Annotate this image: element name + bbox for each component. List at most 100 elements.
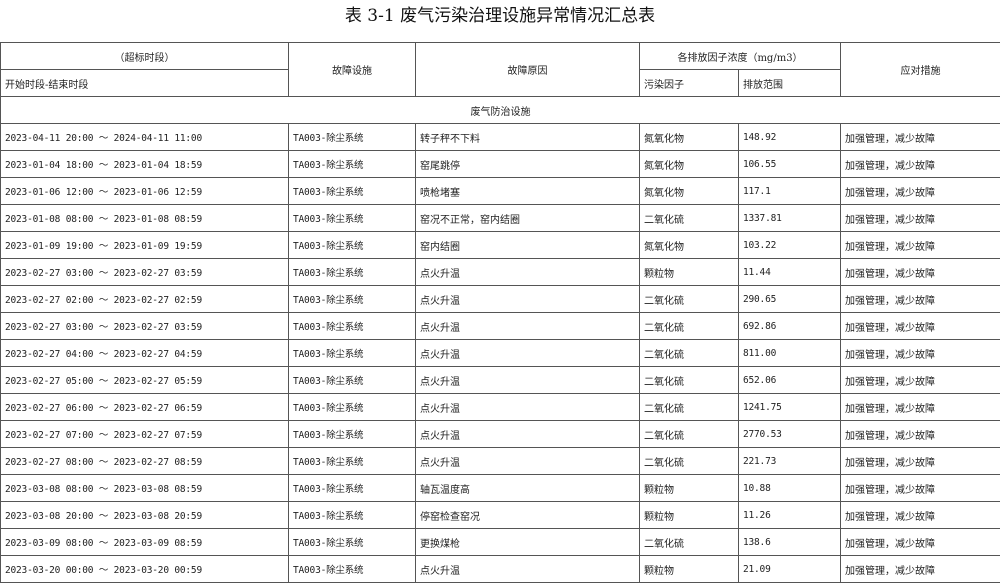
cell-period: 2023-01-06 12:00 ～ 2023-01-06 12:59 bbox=[0, 177, 289, 205]
cell-pollutant: 氮氧化物 bbox=[639, 123, 739, 151]
cell-cause: 点火升温 bbox=[415, 285, 640, 313]
cell-cause: 停窑检查窑况 bbox=[415, 501, 640, 529]
cell-facility: TA003-除尘系统 bbox=[288, 177, 416, 205]
cell-range: 103.22 bbox=[737, 231, 842, 259]
cell-measure: 加强管理，减少故障 bbox=[840, 177, 1000, 205]
header-cause: 故障原因 bbox=[415, 42, 640, 97]
cell-cause: 窑内结圈 bbox=[415, 231, 640, 259]
header-range: 排放范围 bbox=[737, 69, 842, 97]
cell-facility: TA003-除尘系统 bbox=[288, 474, 416, 502]
table-row: 2023-02-27 03:00 ～ 2023-02-27 03:59 TA003… bbox=[0, 312, 1000, 340]
cell-measure: 加强管理，减少故障 bbox=[840, 231, 1000, 259]
cell-period: 2023-01-08 08:00 ～ 2023-01-08 08:59 bbox=[0, 204, 289, 232]
header-row-1: （超标时段） 故障设施 故障原因 各排放因子浓度（mg/m3） 应对措施 bbox=[0, 42, 1000, 97]
cell-measure: 加强管理，减少故障 bbox=[840, 312, 1000, 340]
cell-cause: 轴瓦温度高 bbox=[415, 474, 640, 502]
cell-period: 2023-03-08 20:00 ～ 2023-03-08 20:59 bbox=[0, 501, 289, 529]
section-title: 废气防治设施 bbox=[0, 96, 1000, 124]
cell-period: 2023-04-11 20:00 ～ 2024-04-11 11:00 bbox=[0, 123, 289, 151]
cell-measure: 加强管理，减少故障 bbox=[840, 447, 1000, 475]
table-row: 2023-02-27 07:00 ～ 2023-02-27 07:59 TA003… bbox=[0, 420, 1000, 448]
cell-cause: 窑况不正常，窑内结圈 bbox=[415, 204, 640, 232]
cell-range: 11.26 bbox=[737, 501, 842, 529]
cell-range: 1241.75 bbox=[737, 393, 842, 421]
cell-measure: 加强管理，减少故障 bbox=[840, 339, 1000, 367]
cell-pollutant: 二氧化硫 bbox=[639, 393, 739, 421]
cell-period: 2023-01-09 19:00 ～ 2023-01-09 19:59 bbox=[0, 231, 289, 259]
cell-pollutant: 颗粒物 bbox=[639, 555, 739, 583]
cell-measure: 加强管理，减少故障 bbox=[840, 528, 1000, 556]
cell-range: 10.88 bbox=[737, 474, 842, 502]
table-row: 2023-04-11 20:00 ～ 2024-04-11 11:00 TA003… bbox=[0, 123, 1000, 151]
cell-measure: 加强管理，减少故障 bbox=[840, 285, 1000, 313]
cell-cause: 点火升温 bbox=[415, 339, 640, 367]
cell-pollutant: 氮氧化物 bbox=[639, 231, 739, 259]
cell-range: 221.73 bbox=[737, 447, 842, 475]
header-measure: 应对措施 bbox=[840, 42, 1000, 97]
cell-facility: TA003-除尘系统 bbox=[288, 420, 416, 448]
cell-pollutant: 二氧化硫 bbox=[639, 204, 739, 232]
cell-facility: TA003-除尘系统 bbox=[288, 258, 416, 286]
cell-range: 290.65 bbox=[737, 285, 842, 313]
cell-measure: 加强管理，减少故障 bbox=[840, 123, 1000, 151]
cell-pollutant: 氮氧化物 bbox=[639, 150, 739, 178]
cell-cause: 窑尾跳停 bbox=[415, 150, 640, 178]
cell-cause: 喷枪堵塞 bbox=[415, 177, 640, 205]
cell-range: 138.6 bbox=[737, 528, 842, 556]
cell-measure: 加强管理，减少故障 bbox=[840, 393, 1000, 421]
cell-range: 11.44 bbox=[737, 258, 842, 286]
cell-range: 811.00 bbox=[737, 339, 842, 367]
cell-cause: 点火升温 bbox=[415, 258, 640, 286]
cell-cause: 点火升温 bbox=[415, 555, 640, 583]
cell-measure: 加强管理，减少故障 bbox=[840, 258, 1000, 286]
cell-measure: 加强管理，减少故障 bbox=[840, 204, 1000, 232]
table-row: 2023-03-08 20:00 ～ 2023-03-08 20:59 TA003… bbox=[0, 501, 1000, 529]
cell-pollutant: 颗粒物 bbox=[639, 501, 739, 529]
cell-period: 2023-02-27 05:00 ～ 2023-02-27 05:59 bbox=[0, 366, 289, 394]
abnormal-summary-table: （超标时段） 故障设施 故障原因 各排放因子浓度（mg/m3） 应对措施 开始时… bbox=[0, 42, 1000, 583]
table-row: 2023-02-27 04:00 ～ 2023-02-27 04:59 TA003… bbox=[0, 339, 1000, 367]
cell-period: 2023-03-20 00:00 ～ 2023-03-20 00:59 bbox=[0, 555, 289, 583]
cell-range: 2770.53 bbox=[737, 420, 842, 448]
cell-facility: TA003-除尘系统 bbox=[288, 555, 416, 583]
table-row: 2023-02-27 02:00 ～ 2023-02-27 02:59 TA003… bbox=[0, 285, 1000, 313]
cell-range: 652.06 bbox=[737, 366, 842, 394]
cell-range: 106.55 bbox=[737, 150, 842, 178]
table-row: 2023-03-20 00:00 ～ 2023-03-20 00:59 TA003… bbox=[0, 555, 1000, 583]
cell-measure: 加强管理，减少故障 bbox=[840, 420, 1000, 448]
cell-period: 2023-02-27 07:00 ～ 2023-02-27 07:59 bbox=[0, 420, 289, 448]
table-row: 2023-03-09 08:00 ～ 2023-03-09 08:59 TA003… bbox=[0, 528, 1000, 556]
cell-pollutant: 二氧化硫 bbox=[639, 339, 739, 367]
cell-facility: TA003-除尘系统 bbox=[288, 339, 416, 367]
cell-pollutant: 氮氧化物 bbox=[639, 177, 739, 205]
cell-period: 2023-02-27 04:00 ～ 2023-02-27 04:59 bbox=[0, 339, 289, 367]
cell-cause: 点火升温 bbox=[415, 393, 640, 421]
header-period-group: （超标时段） bbox=[0, 42, 289, 70]
table-row: 2023-01-04 18:00 ～ 2023-01-04 18:59 TA003… bbox=[0, 150, 1000, 178]
cell-period: 2023-03-09 08:00 ～ 2023-03-09 08:59 bbox=[0, 528, 289, 556]
cell-facility: TA003-除尘系统 bbox=[288, 366, 416, 394]
cell-cause: 点火升温 bbox=[415, 447, 640, 475]
cell-facility: TA003-除尘系统 bbox=[288, 204, 416, 232]
cell-period: 2023-02-27 03:00 ～ 2023-02-27 03:59 bbox=[0, 258, 289, 286]
cell-period: 2023-02-27 06:00 ～ 2023-02-27 06:59 bbox=[0, 393, 289, 421]
cell-facility: TA003-除尘系统 bbox=[288, 285, 416, 313]
header-row-2: 开始时段-结束时段 污染因子 排放范围 bbox=[0, 69, 1000, 97]
header-concentration-group: 各排放因子浓度（mg/m3） bbox=[638, 42, 842, 70]
cell-facility: TA003-除尘系统 bbox=[288, 150, 416, 178]
table-row: 2023-02-27 06:00 ～ 2023-02-27 06:59 TA003… bbox=[0, 393, 1000, 421]
cell-measure: 加强管理，减少故障 bbox=[840, 474, 1000, 502]
header-pollutant: 污染因子 bbox=[639, 69, 739, 97]
cell-range: 21.09 bbox=[737, 555, 842, 583]
section-row: 废气防治设施 bbox=[0, 96, 1000, 124]
cell-pollutant: 二氧化硫 bbox=[639, 420, 739, 448]
cell-facility: TA003-除尘系统 bbox=[288, 393, 416, 421]
cell-range: 692.86 bbox=[737, 312, 842, 340]
cell-facility: TA003-除尘系统 bbox=[288, 123, 416, 151]
cell-pollutant: 二氧化硫 bbox=[639, 528, 739, 556]
cell-period: 2023-03-08 08:00 ～ 2023-03-08 08:59 bbox=[0, 474, 289, 502]
table-row: 2023-03-08 08:00 ～ 2023-03-08 08:59 TA003… bbox=[0, 474, 1000, 502]
cell-period: 2023-01-04 18:00 ～ 2023-01-04 18:59 bbox=[0, 150, 289, 178]
cell-facility: TA003-除尘系统 bbox=[288, 501, 416, 529]
cell-measure: 加强管理，减少故障 bbox=[840, 555, 1000, 583]
